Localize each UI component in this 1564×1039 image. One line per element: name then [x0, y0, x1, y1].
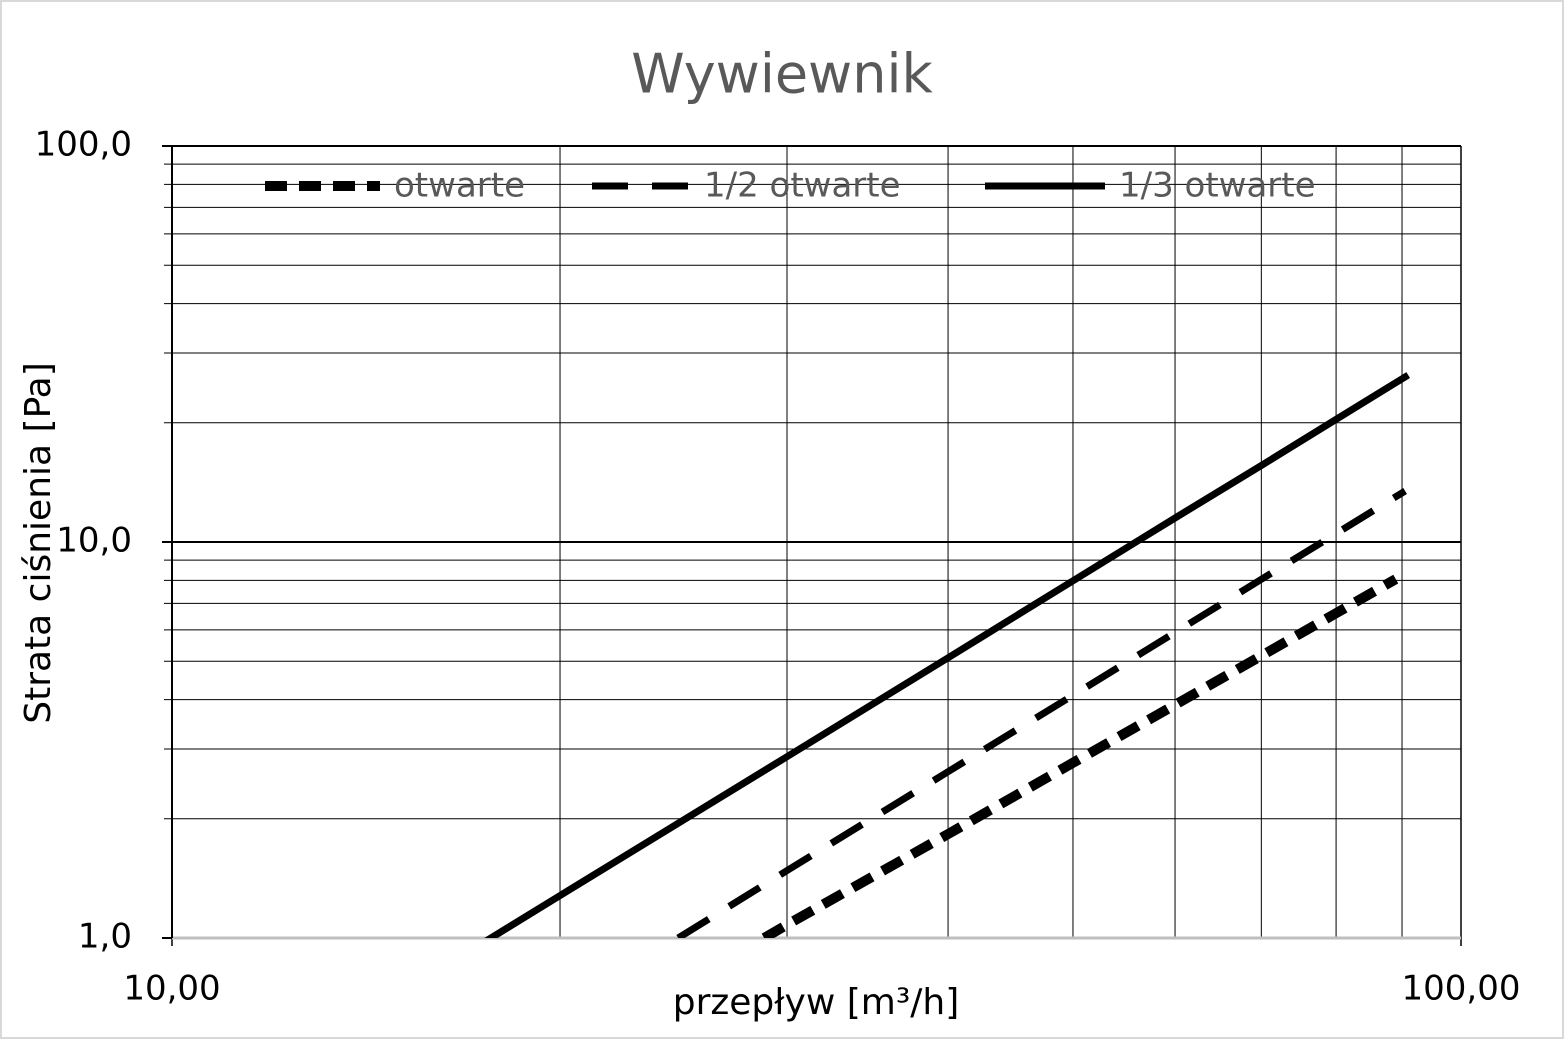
y-tick-label: 100,0 [35, 125, 132, 165]
chart-title: Wywiewnik [631, 43, 933, 106]
y-axis-title: Strata ciśnienia [Pa] [18, 362, 59, 724]
x-tick-label: 100,00 [1402, 969, 1521, 1009]
data-line [484, 372, 1411, 938]
legend-label: otwarte [394, 166, 525, 206]
x-axis-title: przepływ [m³/h] [673, 982, 960, 1023]
data-line [761, 574, 1399, 938]
legend-label: 1/3 otwarte [1119, 166, 1316, 206]
y-tick-label: 1,0 [78, 917, 132, 957]
y-tick-label: 10,0 [56, 521, 132, 561]
x-tick-label: 10,00 [123, 969, 220, 1009]
legend-label: 1/2 otwarte [704, 166, 901, 206]
